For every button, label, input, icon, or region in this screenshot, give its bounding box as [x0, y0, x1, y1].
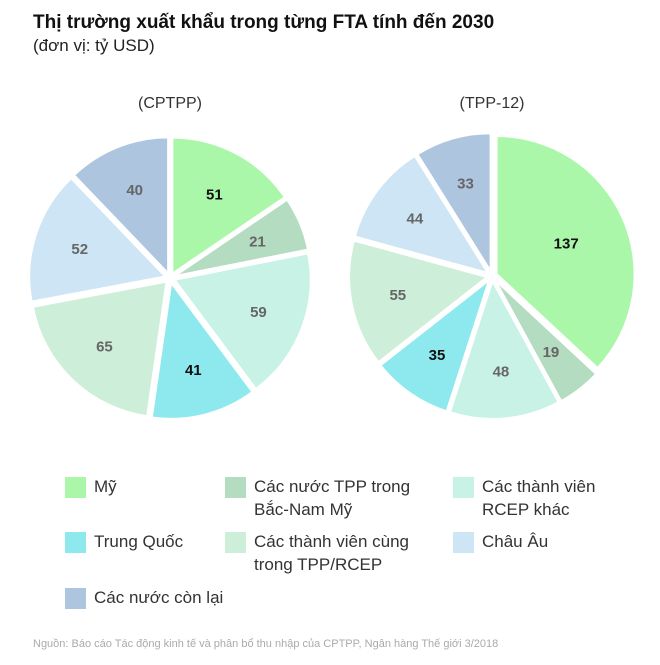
legend-label: Các nước TPP trong Bắc-Nam Mỹ — [254, 477, 411, 519]
pie-slice — [353, 154, 491, 275]
legend-item-rest: Các nước còn lại — [65, 586, 265, 609]
pie-slice — [495, 135, 636, 370]
legend-label: Châu Âu — [482, 532, 549, 551]
slice-data-label: 48 — [493, 364, 510, 381]
legend-item-china: Trung Quốc — [65, 530, 205, 553]
legend-swatch — [453, 532, 474, 553]
legend-item-my: Mỹ — [65, 475, 205, 498]
pie-slice — [72, 136, 170, 276]
pie-slice — [416, 132, 492, 275]
legend-swatch — [225, 477, 246, 498]
pie-title: (TPP-12) — [460, 95, 525, 112]
slice-data-label: 35 — [429, 347, 446, 364]
pie-charts: (CPTPP) 51 21 59 41 65 52 40 (TPP-12) 137 19 48 35 55… — [28, 95, 636, 420]
chart-subtitle: (đơn vị: tỷ USD) — [33, 36, 155, 55]
legend-swatch — [65, 532, 86, 553]
legend-label: Các thành viên RCEP khác — [482, 477, 596, 519]
slice-data-label: 41 — [185, 362, 202, 379]
slice-data-label: 65 — [96, 338, 113, 355]
pie-slice — [150, 280, 254, 420]
pie-slice — [172, 252, 312, 391]
slice-data-label: 52 — [71, 241, 88, 258]
pie-slice — [348, 239, 490, 364]
legend-label: Mỹ — [94, 477, 117, 496]
slice-data-label: 40 — [126, 182, 143, 199]
chart-title: Thị trường xuất khẩu trong từng FTA tính… — [33, 12, 495, 33]
slice-data-label: 51 — [206, 186, 223, 203]
legend-item-tpp-rcep: Các thành viên cùng trong TPP/RCEP — [225, 530, 425, 576]
legend-item-tpp-americas: Các nước TPP trong Bắc-Nam Mỹ — [225, 475, 425, 521]
slice-data-label: 137 — [554, 236, 579, 253]
legend-item-rcep-other: Các thành viên RCEP khác — [453, 475, 623, 521]
source-note: Nguồn: Báo cáo Tác động kinh tế và phân … — [33, 638, 499, 650]
slice-data-label: 19 — [543, 344, 560, 361]
slice-data-label: 59 — [250, 304, 267, 321]
pie-slice — [174, 198, 310, 278]
legend-label: Trung Quốc — [94, 532, 184, 551]
pie-slice — [31, 280, 168, 418]
pie-title: (CPTPP) — [138, 95, 202, 112]
slice-data-label: 21 — [249, 233, 266, 250]
legend-swatch — [453, 477, 474, 498]
pie-slice — [171, 136, 287, 276]
legend-item-europe: Châu Âu — [453, 530, 623, 553]
pie-slice — [28, 176, 168, 303]
legend-label: Các thành viên cùng trong TPP/RCEP — [254, 532, 409, 574]
legend-label: Các nước còn lại — [94, 588, 224, 607]
slice-data-label: 33 — [457, 176, 474, 193]
pie-slice — [494, 279, 598, 403]
slice-data-label: 44 — [407, 211, 424, 228]
pie-slice — [448, 278, 560, 420]
pie-slice — [379, 277, 492, 413]
legend-swatch — [65, 588, 86, 609]
legend-swatch — [225, 532, 246, 553]
legend-swatch — [65, 477, 86, 498]
slice-data-label: 55 — [389, 287, 406, 304]
